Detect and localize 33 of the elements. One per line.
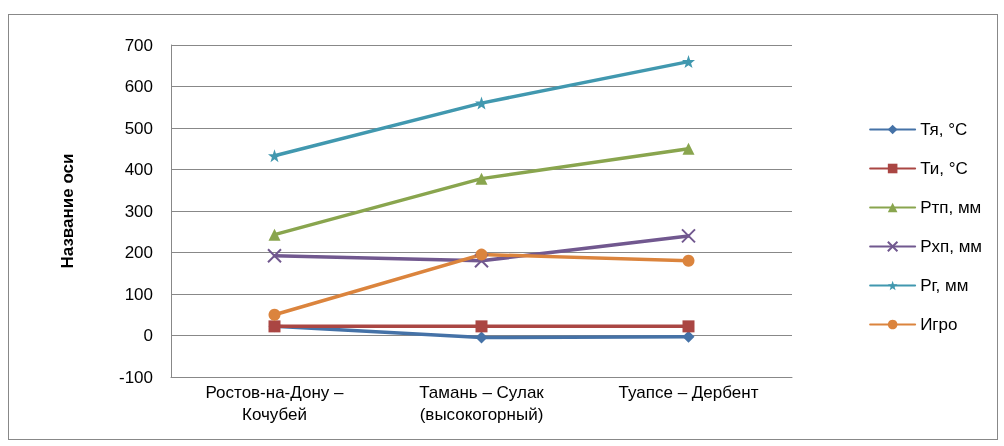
point — [268, 228, 281, 241]
legend-label: Ти, °С — [920, 159, 968, 178]
point — [267, 248, 282, 264]
legend-label: Игро — [920, 315, 958, 334]
legend-label: Рг, мм — [920, 276, 969, 295]
y-tick-label: 600 — [124, 77, 153, 96]
y-tick-label: 0 — [143, 326, 153, 345]
point — [682, 55, 695, 69]
y-axis-title: Название оси — [58, 153, 77, 269]
y-tick-label: 500 — [124, 118, 153, 138]
legend-label: Ртп, мм — [920, 198, 982, 217]
x-tick-label: Ростов-на-Дону – Кочубей — [205, 382, 345, 424]
point — [682, 320, 695, 333]
y-tick-label: -100 — [118, 367, 153, 387]
point — [682, 142, 695, 155]
y-tick-label: 100 — [124, 284, 153, 304]
point — [475, 172, 488, 185]
point — [475, 248, 488, 261]
x-tick-label: Тамань – Сулак (высокогорный) — [419, 382, 545, 424]
point — [475, 96, 488, 110]
point — [268, 308, 281, 321]
point — [681, 228, 696, 244]
point — [475, 320, 488, 333]
y-tick-label: 200 — [124, 243, 153, 262]
legend-label: Рхп, мм — [920, 237, 983, 256]
point — [682, 254, 695, 267]
x-tick-label: Туапсе – Дербент — [618, 382, 759, 402]
legend-label: Тя, °С — [920, 120, 968, 139]
y-tick-label: 700 — [124, 35, 153, 55]
point — [268, 149, 281, 163]
point — [474, 253, 489, 269]
y-tick-label: 400 — [124, 160, 153, 179]
y-tick-label: 300 — [124, 201, 153, 221]
